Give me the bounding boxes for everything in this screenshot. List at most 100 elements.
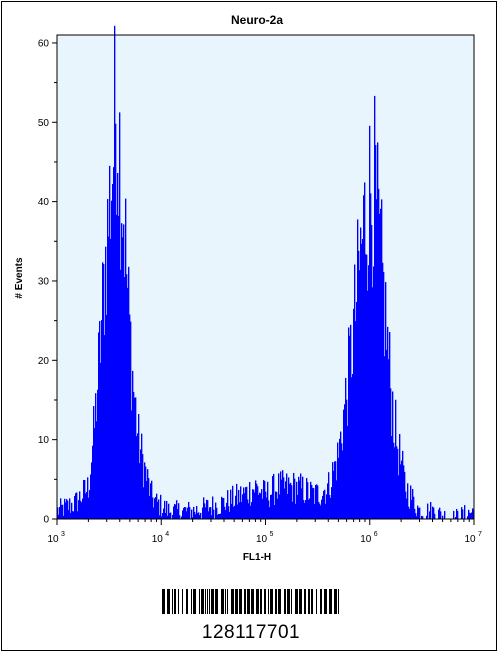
barcode-bar [324,589,327,614]
histogram-bin [85,493,87,519]
barcode-bar [260,589,262,614]
histogram-bin [334,461,336,519]
histogram-bin [394,447,396,519]
histogram-bin [193,506,195,519]
histogram-bin [245,487,247,519]
histogram-bin [102,262,104,519]
histogram-bin [168,503,170,519]
histogram-bin [222,498,224,519]
histogram-bin [66,499,68,519]
histogram-bin [247,499,249,519]
barcode-bar [275,589,277,614]
histogram-bin [163,508,165,519]
histogram-bin [462,509,464,519]
histogram-bin [231,503,233,519]
histogram-bin [88,497,90,519]
histogram-bin [331,487,333,519]
histogram-bin [383,272,385,519]
histogram-bin [286,473,288,519]
histogram-bin [197,513,199,519]
histogram-bin [335,461,337,519]
x-tick-exponent: 6 [374,531,378,538]
histogram-bin [251,502,253,519]
histogram-bin [253,489,255,519]
histogram-bin [143,487,145,519]
histogram-bin [147,469,149,519]
histogram-bin [240,486,242,519]
barcode-bar [205,589,206,614]
histogram-bin [153,507,155,519]
histogram-bin [243,487,245,519]
barcode-bar [167,589,170,614]
histogram-bin [314,504,316,519]
histogram-bin [303,500,305,519]
histogram-bin [104,335,106,519]
histogram-bin [173,506,175,519]
histogram-bin [396,446,398,519]
histogram-bin [283,477,285,519]
histogram-bin [305,500,307,519]
histogram-bin [258,494,260,519]
barcode-bar [199,589,200,614]
histogram-bin [350,324,352,519]
histogram-bin [117,172,119,520]
histogram-bin [107,198,109,520]
histogram-bin [98,332,100,519]
histogram-bin [146,481,148,519]
histogram-bin [309,498,311,519]
histogram-bin [99,321,101,519]
histogram-bin [233,506,235,519]
histogram-bin [179,515,181,519]
histogram-bars [57,25,475,520]
y-tick-label: 30 [38,276,50,287]
histogram-bin [337,442,339,519]
histogram-bin [432,506,434,519]
histogram-bin [472,508,474,519]
histogram-bin [469,512,471,519]
histogram-bin [208,511,210,519]
histogram-bin [395,399,397,519]
histogram-bin [297,494,299,519]
histogram-bin [444,511,446,519]
histogram-bin [357,219,359,519]
barcode-bar [162,589,165,614]
histogram-bin [438,509,440,519]
histogram-bin [300,473,302,519]
histogram-bin [207,500,209,519]
histogram-bin [399,433,401,519]
histogram-bin [71,502,73,519]
histogram-bin [241,502,243,519]
histogram-bin [292,501,294,519]
histogram-bin [159,515,161,519]
histogram-bin [410,485,412,519]
histogram-bin [242,494,244,519]
histogram-bin [324,489,326,519]
histogram-bin [250,505,252,519]
histogram-bin [275,491,277,519]
histogram-bin [93,406,95,519]
histogram-bin [453,510,455,519]
histogram-bin [285,481,287,519]
histogram-bin [351,377,353,519]
histogram-bin [415,513,417,519]
histogram-bin [156,493,158,519]
histogram-bin [189,507,191,519]
barcode-bar [178,589,179,614]
histogram-bin [154,498,156,519]
histogram-bin [196,505,198,519]
histogram-bin [353,308,355,519]
histogram-bin [320,505,322,519]
histogram-bin [373,266,375,519]
histogram-bin [126,274,128,519]
histogram-bin [68,510,70,519]
histogram-bin [138,414,140,519]
histogram-bin [195,514,197,519]
barcode-bar [207,589,208,614]
histogram-bin [76,492,78,519]
histogram-bin [368,265,370,519]
histogram-bin [259,492,261,519]
barcode-bar [329,589,332,614]
histogram-bin [227,490,229,519]
histogram-bin [338,457,340,519]
histogram-bin [119,112,121,519]
